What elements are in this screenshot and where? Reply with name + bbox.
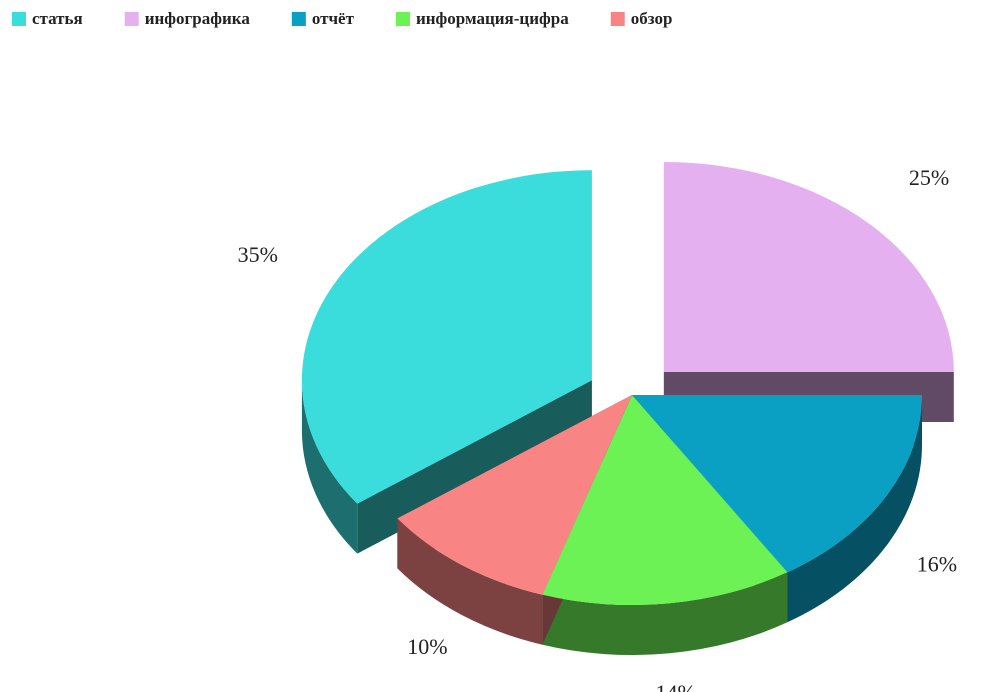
slice [663,161,954,372]
slice [542,395,788,605]
legend-swatch [610,12,625,26]
legend-label: информация-цифра [416,9,569,28]
slice [397,395,632,595]
legend-swatch [291,12,306,26]
slice-wall [542,572,788,655]
slice [632,395,922,573]
legend-label: обзор [631,9,673,28]
slice-wall [397,518,543,645]
value-label: 35% [238,242,278,267]
legend-label: статья [32,9,83,28]
legend-swatch [124,12,139,26]
value-label: 16% [917,551,957,576]
legend-label: инфографика [145,9,251,28]
legend-label: отчёт [312,9,355,28]
slice-wall [787,395,922,623]
slice-wall [301,380,358,554]
legend-swatch [12,12,26,26]
value-label: 25% [909,165,949,190]
slice [301,170,592,504]
pie-tops [301,161,954,605]
legend-swatch [395,12,410,26]
value-label: 10% [407,634,447,659]
value-label: 14% [655,680,695,692]
